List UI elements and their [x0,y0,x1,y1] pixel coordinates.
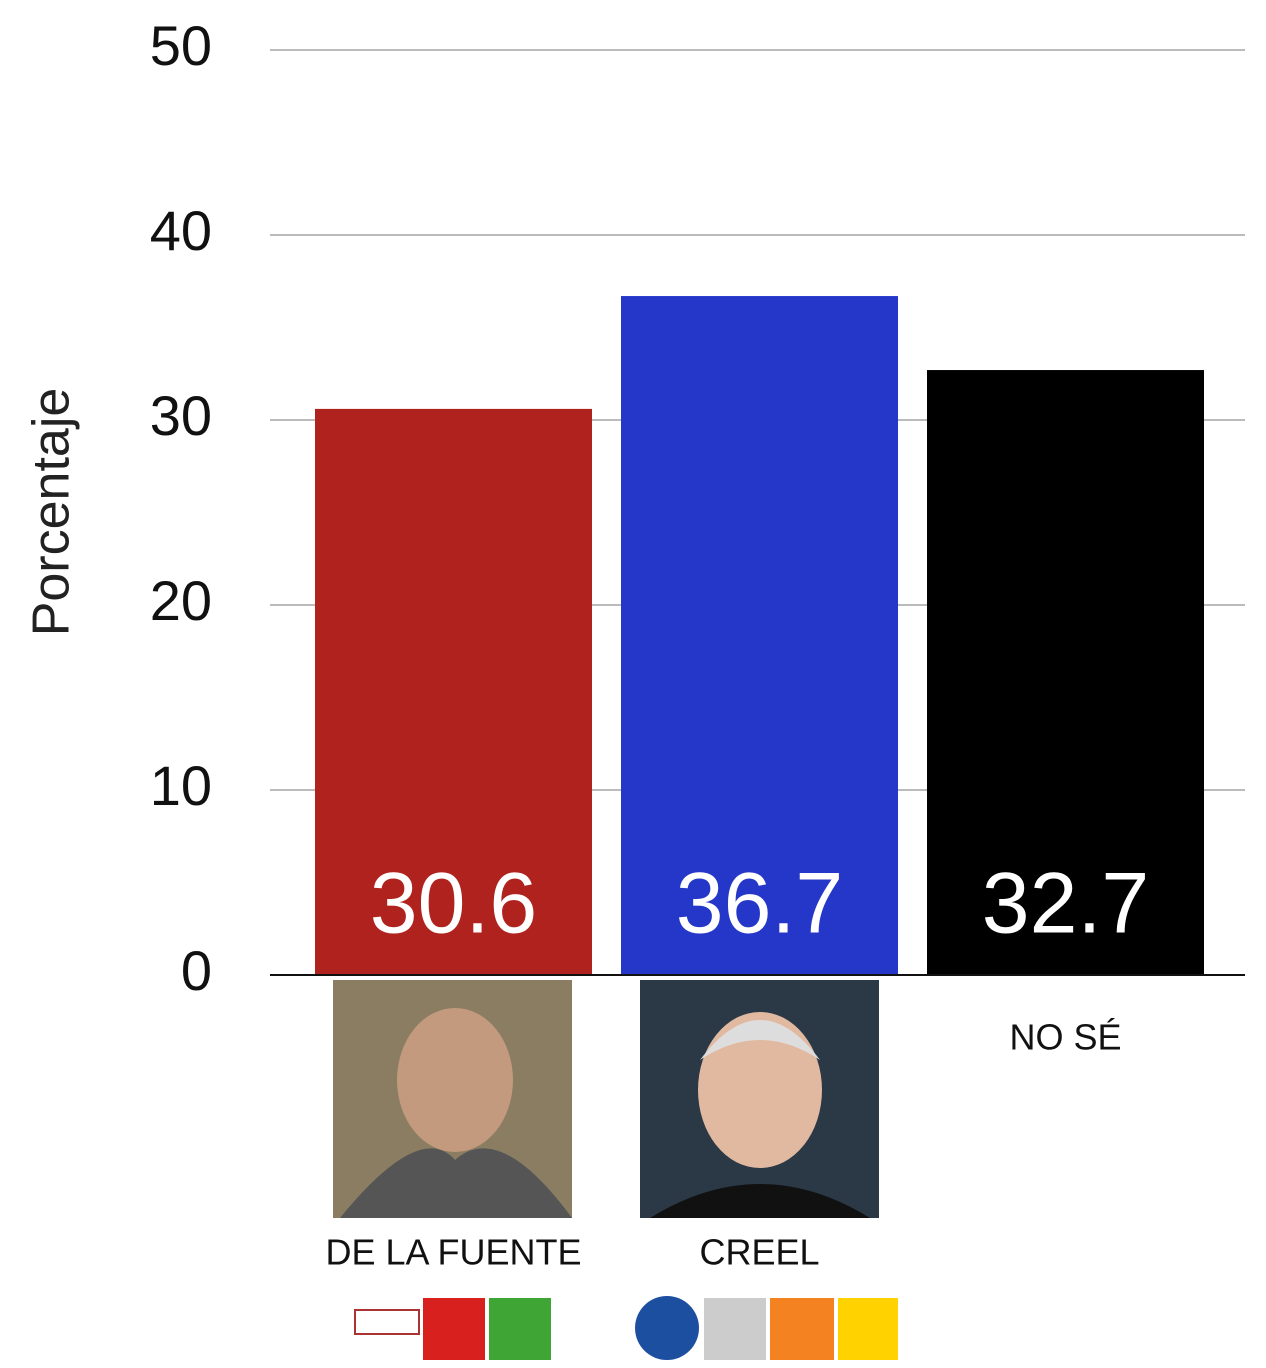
y-tick-label: 40 [150,199,212,262]
x-tick-label: NO SÉ [1009,1017,1121,1058]
party-logos-1 [354,1298,551,1360]
x-tick-label: DE LA FUENTE [325,1232,581,1273]
party-logos-2 [635,1296,898,1360]
value-label: 32.7 [982,856,1149,952]
y-tick-label: 20 [150,569,212,632]
photo-creel [640,980,879,1218]
y-axis-label: Porcentaje [23,388,81,637]
y-tick-label: 0 [181,939,212,1002]
value-label: 36.7 [676,856,843,952]
bar [621,296,898,975]
y-tick-label: 50 [150,14,212,77]
y-tick-label: 30 [150,384,212,447]
value-label: 30.6 [370,856,537,952]
bar [315,408,592,975]
photo-de-la-fuente [333,980,572,1218]
bar [927,370,1204,975]
x-tick-label: CREEL [699,1232,819,1273]
y-tick-label: 10 [150,754,212,817]
